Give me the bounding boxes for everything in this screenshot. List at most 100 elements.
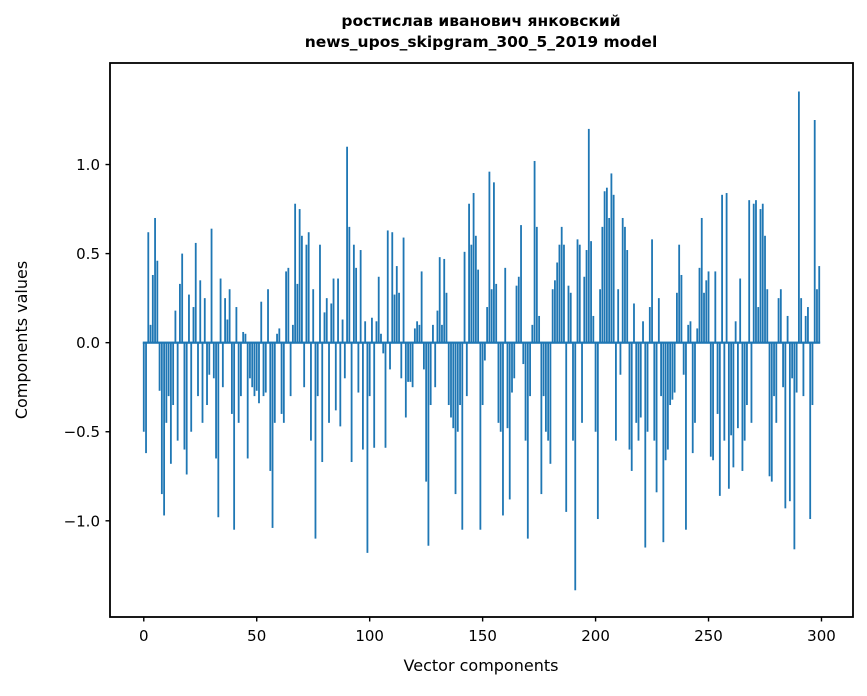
bar bbox=[253, 342, 256, 397]
y-axis-label: Components values bbox=[12, 261, 31, 419]
bar bbox=[307, 232, 310, 343]
bar bbox=[373, 342, 376, 448]
bar bbox=[770, 342, 773, 482]
bar bbox=[341, 319, 344, 343]
bar bbox=[350, 342, 353, 463]
bar bbox=[637, 342, 640, 441]
bar bbox=[282, 342, 285, 423]
bar bbox=[698, 267, 701, 343]
bar bbox=[542, 342, 545, 397]
bar bbox=[472, 193, 475, 343]
bar bbox=[633, 303, 635, 343]
axes-group bbox=[105, 62, 854, 622]
bar bbox=[242, 331, 245, 343]
bar bbox=[739, 278, 742, 343]
bar bbox=[737, 342, 739, 429]
bar bbox=[511, 342, 513, 393]
plot-border bbox=[109, 62, 854, 618]
bar bbox=[682, 342, 685, 375]
bar bbox=[718, 342, 721, 496]
bar bbox=[700, 217, 703, 343]
bar bbox=[685, 342, 687, 530]
bar bbox=[201, 342, 204, 423]
x-tick-label: 50 bbox=[247, 627, 266, 645]
bar bbox=[576, 239, 579, 343]
bar bbox=[777, 298, 780, 343]
bar bbox=[755, 200, 757, 343]
bar bbox=[520, 225, 522, 343]
bar bbox=[497, 342, 500, 423]
bar bbox=[558, 244, 561, 343]
bar bbox=[617, 289, 620, 343]
bar bbox=[800, 298, 803, 343]
bar bbox=[427, 342, 430, 546]
bar bbox=[296, 283, 299, 343]
bar bbox=[398, 292, 400, 343]
bar bbox=[210, 228, 213, 343]
bar bbox=[587, 128, 590, 343]
bar bbox=[540, 342, 543, 495]
bar bbox=[149, 324, 152, 343]
bar bbox=[404, 342, 407, 418]
bar bbox=[592, 315, 595, 343]
bar bbox=[504, 267, 507, 343]
bar bbox=[174, 310, 177, 343]
bar bbox=[567, 285, 570, 343]
bar bbox=[807, 307, 809, 343]
bar bbox=[709, 342, 712, 457]
bar bbox=[811, 342, 814, 406]
bar bbox=[334, 342, 337, 411]
bar bbox=[572, 342, 574, 441]
bar bbox=[301, 235, 303, 343]
bar bbox=[581, 342, 583, 423]
bar bbox=[551, 289, 554, 343]
x-tick-label: 250 bbox=[694, 627, 723, 645]
bar bbox=[603, 191, 606, 343]
bar bbox=[639, 342, 642, 418]
bar bbox=[594, 342, 597, 432]
bar bbox=[526, 342, 529, 539]
bar bbox=[382, 342, 385, 354]
bar bbox=[319, 244, 321, 343]
bar bbox=[185, 342, 188, 475]
bar bbox=[646, 342, 649, 432]
bar bbox=[707, 271, 710, 343]
bar bbox=[443, 258, 446, 343]
bar bbox=[741, 342, 744, 471]
bar bbox=[291, 324, 294, 343]
bar bbox=[809, 342, 812, 520]
bar bbox=[221, 342, 224, 388]
bar bbox=[314, 342, 317, 539]
bar bbox=[813, 120, 816, 343]
bar bbox=[529, 342, 531, 397]
bar bbox=[664, 342, 667, 461]
x-tick-label: 0 bbox=[139, 627, 149, 645]
bar bbox=[160, 342, 163, 495]
bar bbox=[470, 244, 473, 343]
bar bbox=[569, 292, 572, 343]
bar bbox=[725, 193, 728, 343]
bar bbox=[352, 244, 355, 343]
bar bbox=[513, 342, 516, 379]
bar bbox=[721, 194, 723, 343]
y-tick-label: 0.5 bbox=[76, 245, 100, 263]
bar bbox=[490, 289, 493, 343]
bar bbox=[752, 203, 755, 343]
bar bbox=[743, 342, 746, 441]
bar bbox=[696, 328, 699, 343]
bar bbox=[788, 342, 791, 502]
bar bbox=[264, 342, 267, 393]
bar bbox=[734, 321, 737, 343]
bar bbox=[386, 230, 389, 343]
bar bbox=[687, 324, 690, 343]
bar bbox=[226, 319, 229, 343]
bar bbox=[468, 203, 470, 343]
bar bbox=[276, 333, 278, 343]
bar bbox=[723, 342, 726, 441]
bar bbox=[599, 289, 602, 343]
bar bbox=[596, 342, 599, 520]
bar bbox=[583, 276, 586, 343]
bar bbox=[190, 342, 193, 432]
bar bbox=[748, 200, 751, 343]
bar bbox=[368, 342, 371, 397]
